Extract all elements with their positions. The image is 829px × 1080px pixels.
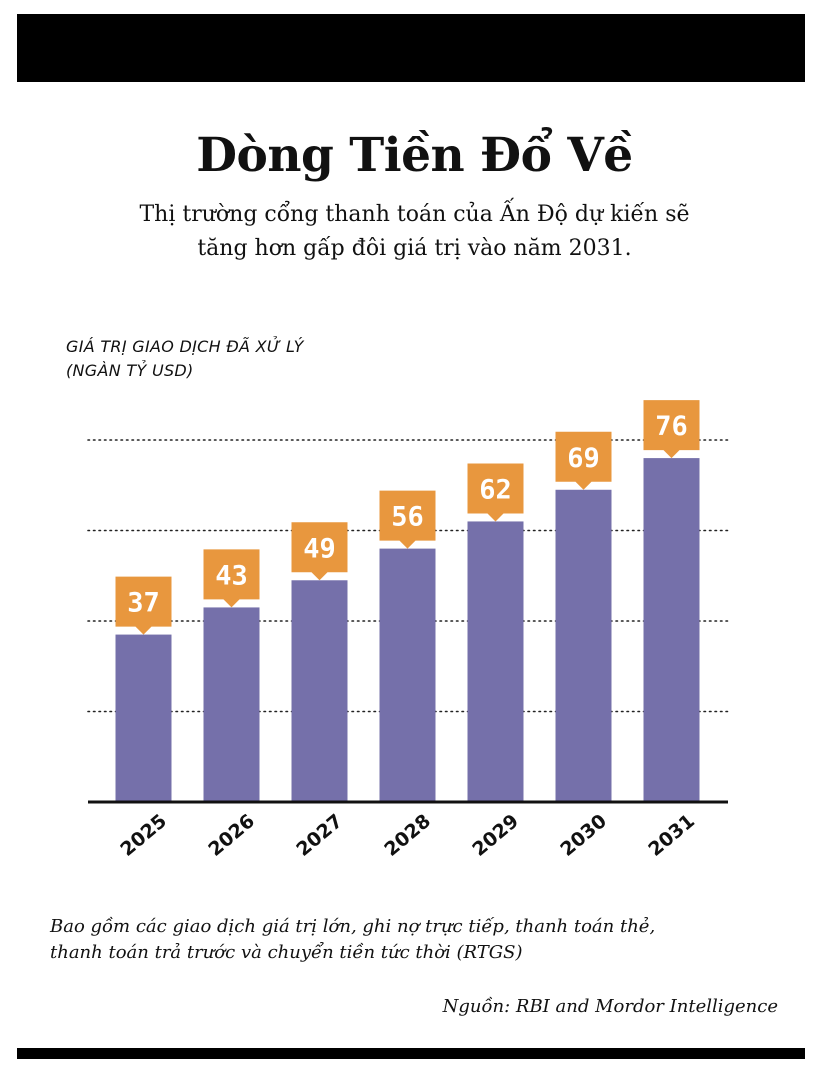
data-label-callout (291, 522, 348, 581)
x-tick-label: 2028 (380, 810, 435, 861)
y-axis-label: GIÁ TRỊ GIAO DỊCH ĐÃ XỬ LÝ (NGÀN TỶ USD) (66, 335, 304, 383)
data-label: 62 (479, 474, 512, 505)
bar (643, 458, 700, 802)
data-label: 49 (303, 533, 336, 564)
chart-title: Dòng Tiền Đổ Về (196, 128, 633, 183)
footnote-line-1: Bao gồm các giao dịch giá trị lớn, ghi n… (50, 916, 656, 937)
footnote-line-2: thanh toán trả trước và chuyển tiền tức … (50, 942, 523, 963)
footnote: Bao gồm các giao dịch giá trị lớn, ghi n… (50, 914, 790, 966)
bar (115, 634, 172, 802)
data-label: 56 (391, 502, 424, 533)
data-label: 43 (215, 560, 248, 591)
data-label: 76 (655, 411, 688, 442)
x-tick-label: 2025 (116, 810, 171, 861)
data-label-callout (643, 400, 700, 459)
data-label-callout (379, 490, 436, 549)
x-tick-label: 2027 (292, 810, 347, 861)
bar-chart: 37 2025 43 2026 49 2027 56 2028 62 2029 69 2030 76 20… (87, 400, 729, 861)
x-tick-label: 2030 (556, 810, 611, 861)
x-tick-label: 2031 (644, 810, 699, 861)
top-black-bar (17, 14, 805, 82)
x-tick-label: 2029 (468, 810, 523, 861)
bottom-black-bar (17, 1048, 805, 1059)
data-label-callout (115, 576, 172, 635)
bar (467, 521, 524, 802)
subtitle-line-1: Thị trường cổng thanh toán của Ấn Độ dự … (139, 202, 690, 227)
bar (555, 489, 612, 802)
bar (203, 607, 260, 802)
data-label: 69 (567, 443, 600, 474)
data-label-callout (555, 431, 612, 490)
chart-subtitle: Thị trường cổng thanh toán của Ấn Độ dự … (60, 198, 769, 266)
x-tick-label: 2026 (204, 810, 259, 861)
bar (379, 548, 436, 802)
data-label: 37 (127, 588, 160, 619)
y-axis-label-line-2: (NGÀN TỶ USD) (66, 361, 194, 380)
bar (291, 580, 348, 802)
y-axis-label-line-1: GIÁ TRỊ GIAO DỊCH ĐÃ XỬ LÝ (66, 337, 304, 356)
subtitle-line-2: tăng hơn gấp đôi giá trị vào năm 2031. (197, 236, 632, 261)
data-label-callout (203, 549, 260, 608)
source-credit: Nguồn: RBI and Mordor Intelligence (442, 996, 778, 1017)
data-label-callout (467, 463, 524, 522)
